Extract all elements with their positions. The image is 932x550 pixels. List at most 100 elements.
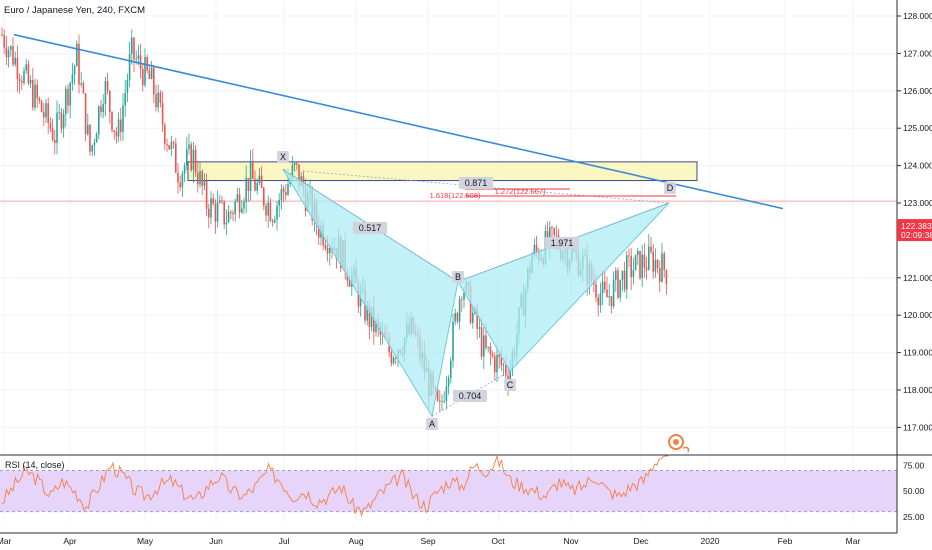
candle-body: [25, 64, 27, 71]
candle-body: [87, 124, 89, 135]
candle-body: [243, 201, 245, 209]
price-tick-label: 120.000: [903, 310, 932, 320]
candle-body: [663, 253, 665, 271]
candle-body: [234, 201, 236, 215]
countdown-label: 02:09:38: [901, 230, 932, 240]
candle-body: [122, 105, 124, 132]
candle-body: [34, 84, 36, 108]
candle-body: [120, 119, 122, 132]
time-axis: Mar Apr May Jun Jul Aug Sep Oct Nov Dec 2020 Feb Mar: [0, 532, 897, 546]
rsi-line: [1, 454, 668, 518]
candle-body: [91, 145, 93, 152]
candle-body: [254, 178, 256, 191]
candle-body: [36, 84, 38, 99]
candle-body: [54, 139, 56, 144]
candle-body: [45, 103, 47, 118]
time-tick-label: Nov: [563, 536, 579, 546]
candle-body: [71, 74, 74, 83]
candle-body: [595, 284, 597, 298]
time-tick-label: Jun: [209, 536, 223, 546]
candle-body: [639, 251, 641, 279]
candle-body: [227, 211, 230, 223]
rsi-band: [0, 470, 897, 512]
rsi-label: RSI (14, close): [5, 460, 65, 470]
candle-body: [157, 92, 159, 108]
candle-body: [183, 165, 186, 174]
candle-body: [128, 53, 131, 81]
grid: [0, 0, 897, 522]
candle-body: [60, 112, 63, 129]
candle-body: [612, 279, 615, 307]
rsi-tick-label: 25.00: [903, 512, 925, 522]
candle-body: [287, 183, 289, 195]
pattern-ratio-line: [282, 169, 459, 282]
candle-body: [608, 296, 610, 298]
candle-body: [535, 244, 538, 251]
candle-body: [144, 56, 146, 86]
candle-body: [487, 346, 489, 348]
candle-body: [82, 83, 85, 94]
time-tick-label: Aug: [348, 536, 363, 546]
candle-body: [643, 254, 646, 268]
candle-body: [652, 251, 654, 272]
point-x-label: X: [280, 152, 286, 162]
candle-body: [14, 57, 16, 65]
candle-body: [626, 255, 628, 290]
candle-body: [247, 177, 250, 191]
candle-body: [665, 270, 668, 284]
ratio-xab-label: 0.517: [359, 223, 382, 233]
candle-body: [280, 188, 283, 200]
candle-body: [659, 268, 661, 282]
candle-body: [291, 165, 294, 179]
candle-body: [155, 94, 157, 108]
resistance-zone: [187, 161, 698, 182]
fib-1618-label: 1.618(122.508): [430, 191, 481, 200]
candle-body: [491, 354, 494, 357]
candle-body: [18, 79, 21, 81]
candle-body: [553, 228, 555, 235]
candle-body: [436, 389, 439, 401]
point-c-label: C: [507, 380, 514, 390]
candle-body: [496, 354, 498, 373]
candle-body: [456, 313, 459, 322]
candle-body: [93, 142, 96, 146]
candle-body: [168, 145, 170, 150]
candle-body: [203, 181, 206, 186]
candle-body: [599, 293, 602, 306]
candle-body: [133, 37, 135, 60]
candle-body: [16, 57, 19, 80]
candle-body: [197, 172, 199, 185]
candle-body: [601, 281, 604, 294]
candle-body: [181, 173, 184, 188]
candle-body: [469, 285, 472, 324]
candle-body: [194, 149, 197, 173]
candle-body: [223, 201, 225, 225]
candle-body: [170, 141, 173, 150]
time-tick-label: Mar: [846, 536, 861, 546]
candle-body: [263, 187, 265, 206]
candle-body: [192, 149, 195, 171]
candle-body: [296, 162, 298, 165]
candle-body: [12, 46, 14, 65]
candle-body: [65, 88, 67, 115]
candle-body: [1, 34, 3, 36]
candle-body: [509, 370, 511, 384]
candle-body: [23, 70, 25, 83]
candle-body: [326, 247, 329, 254]
candle-body: [49, 122, 52, 129]
price-tick-label: 125.000: [903, 123, 932, 133]
candle-body: [236, 194, 239, 202]
candle-body: [392, 357, 395, 364]
candle-body: [146, 56, 148, 71]
fib-1272-label: 1.272(122.667): [495, 187, 546, 196]
candle-body: [483, 335, 485, 357]
candle-body: [142, 68, 144, 86]
candle-body: [58, 112, 60, 114]
candle-body: [395, 357, 397, 359]
candle-body: [150, 67, 153, 79]
alarm-clock-icon[interactable]: [668, 434, 690, 453]
point-b-label: B: [455, 272, 461, 282]
candle-body: [549, 227, 551, 246]
candle-body: [175, 143, 177, 173]
time-tick-label: May: [137, 536, 154, 546]
